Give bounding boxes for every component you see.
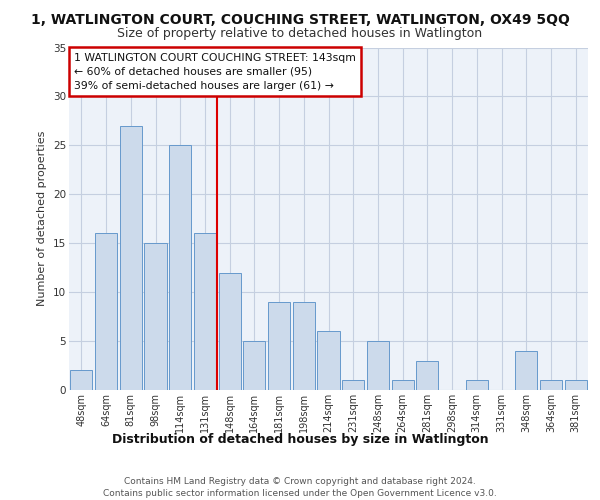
Text: 1, WATLINGTON COURT, COUCHING STREET, WATLINGTON, OX49 5QQ: 1, WATLINGTON COURT, COUCHING STREET, WA… <box>31 12 569 26</box>
Bar <box>169 146 191 390</box>
Bar <box>119 126 142 390</box>
Bar <box>194 234 216 390</box>
Bar <box>70 370 92 390</box>
Bar <box>392 380 414 390</box>
Bar <box>416 360 439 390</box>
Bar <box>317 332 340 390</box>
Bar <box>145 243 167 390</box>
Text: Contains HM Land Registry data © Crown copyright and database right 2024.: Contains HM Land Registry data © Crown c… <box>124 478 476 486</box>
Bar <box>565 380 587 390</box>
Bar <box>342 380 364 390</box>
Bar <box>515 351 538 390</box>
Bar <box>218 272 241 390</box>
Bar <box>95 234 117 390</box>
Text: Size of property relative to detached houses in Watlington: Size of property relative to detached ho… <box>118 28 482 40</box>
Bar <box>367 341 389 390</box>
Bar <box>293 302 315 390</box>
Bar <box>540 380 562 390</box>
Y-axis label: Number of detached properties: Number of detached properties <box>37 131 47 306</box>
Bar <box>243 341 265 390</box>
Text: 1 WATLINGTON COURT COUCHING STREET: 143sqm
← 60% of detached houses are smaller : 1 WATLINGTON COURT COUCHING STREET: 143s… <box>74 52 356 90</box>
Bar <box>466 380 488 390</box>
Bar <box>268 302 290 390</box>
Text: Distribution of detached houses by size in Watlington: Distribution of detached houses by size … <box>112 432 488 446</box>
Text: Contains public sector information licensed under the Open Government Licence v3: Contains public sector information licen… <box>103 489 497 498</box>
